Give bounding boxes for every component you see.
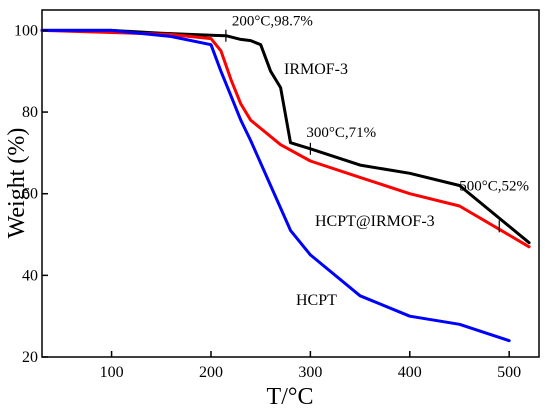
- series-label-hcpt: HCPT: [296, 292, 337, 309]
- plot-frame: [41, 9, 540, 358]
- series-line-irmof-3: [40, 28, 531, 245]
- x-tick-label-100: 100: [100, 364, 124, 381]
- series-label-hcpt-irmof3: HCPT@IRMOF-3: [315, 213, 435, 230]
- y-tick-label-100: 100: [14, 22, 38, 39]
- y-tick-label-20: 20: [22, 349, 38, 366]
- annotation-label-0: 200°C,98.7%: [232, 14, 313, 30]
- annotation-layer: 200°C,98.7% 300°C,71% 500°C,52%: [225, 14, 529, 233]
- x-axis-title: T/°C: [267, 384, 314, 410]
- series-line-hcpt-irmof-3: [40, 28, 531, 249]
- y-tick-label-80: 80: [22, 104, 38, 121]
- series-label-irmof3: IRMOF-3: [284, 61, 348, 78]
- x-tick-label-200: 200: [199, 364, 223, 381]
- y-tick-label-60: 60: [22, 186, 38, 203]
- series-layer: [40, 28, 531, 343]
- y-axis-title: Weight (%): [4, 128, 30, 239]
- annotation-label-2: 500°C,52%: [459, 178, 529, 194]
- x-tick-label-400: 400: [398, 364, 422, 381]
- y-tick-label-40: 40: [22, 267, 38, 284]
- tick-layer: 100 200 300 400 500 20 40 60 80 100: [14, 22, 521, 381]
- x-tick-label-300: 300: [298, 364, 322, 381]
- x-tick-label-500: 500: [497, 364, 521, 381]
- annotation-label-1: 300°C,71%: [306, 125, 376, 141]
- series-line-hcpt: [40, 28, 511, 343]
